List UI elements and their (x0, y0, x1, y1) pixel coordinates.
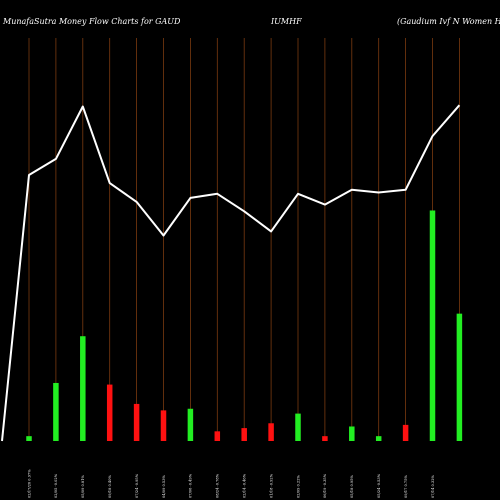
money-flow-bar (160, 410, 167, 441)
x-tick-label: 05/18 0.95% (350, 474, 354, 498)
money-flow-bar (402, 424, 409, 441)
money-flow-bar (349, 426, 355, 441)
vertical-gridlines (28, 38, 460, 441)
x-tick-label: 02/09 0.22% (296, 474, 300, 498)
x-tick-label: 07/24 -0.95% (135, 473, 139, 498)
x-tick-label: 07/06 -0.49% (189, 473, 193, 498)
x-tick-label: 01/18 -0.92% (269, 473, 273, 498)
chart-title-right: (Gaudium Ivf N Women H L (397, 17, 500, 26)
x-tick-label: 05/24 -0.53% (377, 473, 381, 498)
chart-title-left: MunafaSutra Money Flow Charts for GAUD (2, 17, 181, 26)
money-flow-bar (133, 403, 140, 441)
money-flow-bars (26, 210, 463, 441)
price-line (1, 104, 461, 442)
money-flow-bar (295, 413, 301, 441)
money-flow-bar (241, 428, 247, 441)
price-line-layer (1, 104, 461, 442)
money-flow-bar (322, 436, 328, 441)
x-tick-label: 02/05 -0.02% (54, 473, 58, 498)
x-tick-label: 09/17 0.75% (404, 474, 408, 498)
money-flow-bar (268, 423, 274, 441)
x-tick-label: 05/09 0.81% (81, 474, 85, 498)
money-flow-bar (53, 382, 59, 441)
money-flow-bar (80, 336, 86, 441)
x-tick-label: 04/09 0.53% (162, 474, 166, 498)
x-axis-tick-labels: 02/17/26 0.97% 02/05 -0.02% 05/09 0.81% 09/… (27, 469, 435, 498)
x-tick-label: 07/14 0.32% (431, 474, 435, 498)
x-tick-label: 02/14 -0.46% (243, 473, 247, 498)
x-tick-label: 08/24 -0.78% (216, 473, 220, 498)
x-tick-label: 02/17/26 0.97% (27, 469, 31, 498)
money-flow-bar (187, 408, 194, 441)
x-tick-label: 09/18 0.40% (108, 474, 112, 498)
money-flow-bar (106, 384, 113, 441)
money-flow-bar (456, 313, 463, 441)
x-tick-label: 06/19 -0.35% (323, 473, 327, 498)
money-flow-bar (26, 436, 32, 441)
chart-title-center: IUMHF (270, 17, 302, 26)
money-flow-bar (214, 431, 221, 441)
money-flow-bar (375, 436, 382, 441)
money-flow-bar (429, 210, 436, 441)
